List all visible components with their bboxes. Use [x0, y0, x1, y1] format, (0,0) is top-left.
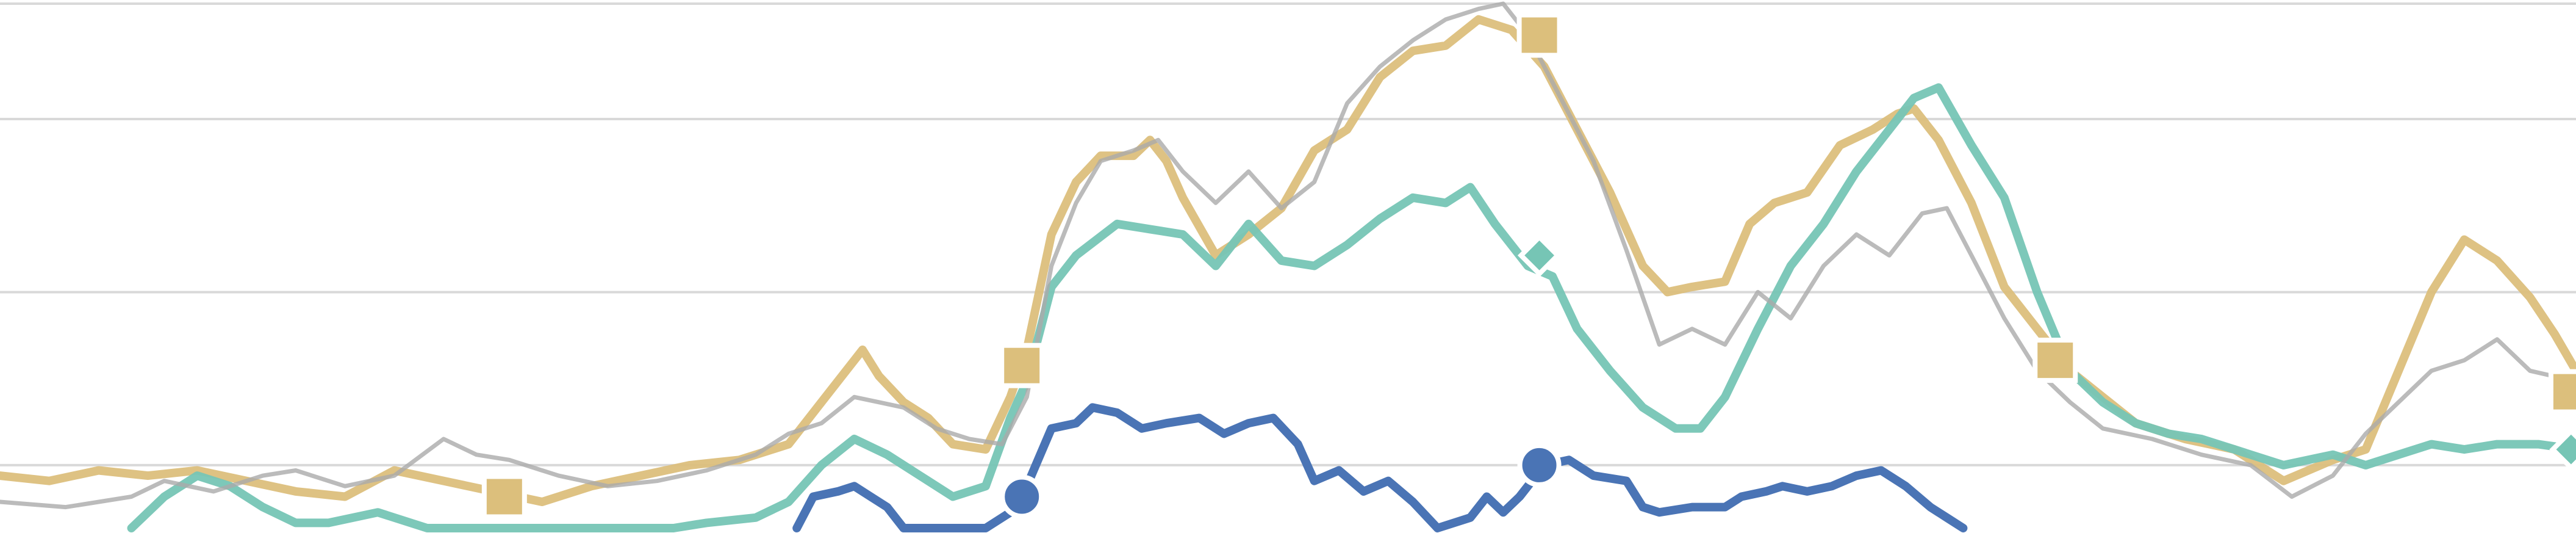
series-line-3 — [792, 403, 1968, 532]
series-3-marker-1 — [1517, 443, 1562, 487]
series-1-marker-1 — [2549, 427, 2576, 471]
series-line-2 — [0, 1, 2576, 510]
series-0-marker-3 — [2032, 338, 2078, 383]
series-line-1 — [127, 83, 2576, 532]
series-0-marker-4 — [2548, 369, 2576, 415]
gridlines — [0, 2, 2576, 466]
series-1-marker-0 — [1517, 233, 1562, 277]
series-markers — [481, 12, 2576, 520]
series-0-marker-0 — [481, 474, 527, 520]
series-3-marker-0 — [1000, 474, 1044, 519]
series-0-marker-1 — [999, 343, 1045, 388]
series-0-marker-2 — [1516, 12, 1562, 58]
